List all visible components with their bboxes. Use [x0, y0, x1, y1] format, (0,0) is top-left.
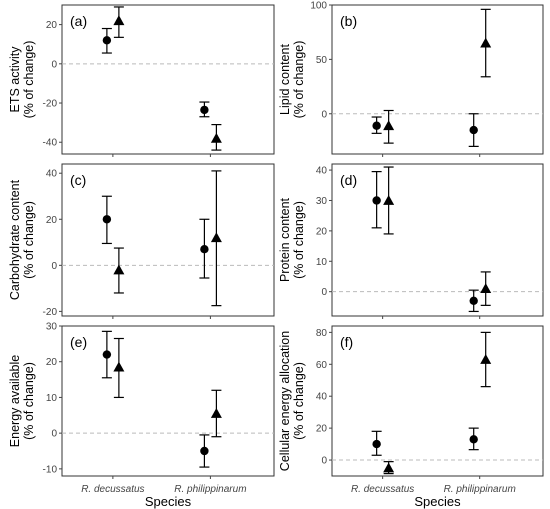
y-axis-title: (% of change)	[292, 201, 306, 279]
y-axis-title: (% of change)	[22, 201, 36, 279]
panel-frame	[61, 325, 275, 477]
data-point-triangle	[113, 264, 125, 275]
data-point-circle	[469, 296, 478, 305]
y-tick-label: 10	[316, 257, 328, 268]
panel-frame	[331, 163, 544, 317]
data-point-triangle	[210, 132, 222, 143]
y-axis-title: (% of change)	[22, 362, 36, 440]
x-axis-title: Species	[145, 494, 192, 509]
data-point-circle	[469, 125, 478, 135]
y-tick-label: 50	[316, 55, 328, 66]
data-point-circle	[372, 439, 381, 449]
y-axis-title: (% of change)	[292, 41, 306, 119]
data-point-triangle	[480, 283, 492, 294]
y-tick-label: -40	[43, 138, 58, 149]
panel-label: (d)	[340, 172, 357, 188]
x-tick-label: R. decussatus	[81, 484, 144, 495]
y-axis-title: (% of change)	[292, 362, 306, 440]
y-axis-title: Protein content	[278, 197, 292, 282]
y-tick-label: 40	[46, 169, 58, 180]
y-tick-label: 0	[51, 429, 57, 440]
x-axis-title: Species	[414, 494, 461, 509]
panel-b: 0 50 100 Lipid content (% of change) (b)	[278, 1, 544, 157]
y-axis-title: Cellular energy allocation	[278, 331, 292, 471]
y-tick-label: 20	[46, 215, 58, 226]
data-point-triangle	[383, 194, 395, 205]
y-axis-title: Lipid content	[278, 44, 292, 115]
y-tick-label: -10	[43, 464, 58, 475]
y-tick-label: 0	[321, 109, 327, 120]
data-point-circle	[200, 105, 209, 115]
y-tick-label: -20	[43, 99, 58, 110]
panel-e: -10 0 10 20 30 R. decussatus R. philippinarumS…	[8, 322, 275, 509]
data-point-circle	[372, 196, 381, 205]
panel-f: 0 20 40 60 80 R. decussatus R. philippinarumSp…	[278, 325, 544, 509]
data-point-circle	[469, 435, 478, 444]
data-point-triangle	[210, 408, 222, 418]
data-point-triangle	[113, 15, 125, 26]
panel-c: -20 0 20 40 Carbohydrate content (% of change…	[8, 163, 275, 319]
y-axis-title: (% of change)	[22, 41, 36, 119]
panel-label: (a)	[70, 13, 87, 29]
y-tick-label: 10	[46, 393, 58, 404]
data-point-circle	[200, 446, 209, 456]
y-tick-label: 0	[321, 287, 327, 298]
panel-d: 0 10 20 30 40 Protein content (% of change) (d)	[278, 163, 544, 319]
y-tick-label: 40	[316, 166, 328, 177]
data-point-triangle	[113, 361, 125, 372]
y-tick-label: 20	[316, 424, 328, 435]
y-tick-label: 0	[321, 456, 327, 467]
y-tick-label: 0	[51, 59, 57, 70]
y-tick-label: 40	[316, 392, 328, 403]
y-tick-label: 30	[316, 196, 328, 207]
data-point-triangle	[383, 462, 395, 473]
data-point-triangle	[210, 232, 222, 243]
y-tick-label: 0	[51, 261, 57, 272]
data-point-circle	[200, 245, 209, 254]
y-tick-label: -20	[43, 307, 58, 318]
panel-label: (e)	[70, 334, 87, 350]
y-tick-label: 100	[310, 1, 327, 12]
data-point-triangle	[383, 120, 395, 131]
y-tick-label: 30	[46, 322, 58, 333]
panel-label: (f)	[340, 334, 353, 350]
y-axis-title: Carbohydrate content	[8, 179, 22, 300]
y-tick-label: 60	[316, 360, 328, 371]
y-tick-label: 20	[316, 226, 328, 237]
data-point-triangle	[480, 37, 492, 48]
y-tick-label: 20	[46, 20, 58, 31]
data-point-triangle	[480, 354, 492, 364]
y-tick-label: 20	[46, 357, 58, 368]
panel-frame	[61, 163, 275, 317]
panel-frame	[331, 325, 544, 477]
y-axis-title: Energy available	[8, 355, 22, 447]
data-point-circle	[102, 36, 112, 45]
data-point-circle	[102, 350, 112, 359]
data-point-circle	[372, 121, 381, 130]
panel-frame	[331, 4, 544, 155]
panel-label: (b)	[340, 13, 357, 29]
y-tick-label: 80	[316, 328, 328, 339]
x-tick-label: R. decussatus	[351, 484, 414, 495]
x-tick-label: R. philippinarum	[444, 484, 516, 495]
panel-frame	[61, 4, 275, 155]
data-point-circle	[102, 215, 112, 224]
x-tick-label: R. philippinarum	[174, 484, 246, 495]
panel-label: (c)	[70, 172, 86, 188]
panel-a: -40 -20 0 20 ETS activity (% of change) (a)	[8, 4, 275, 157]
y-axis-title: ETS activity	[8, 46, 22, 113]
